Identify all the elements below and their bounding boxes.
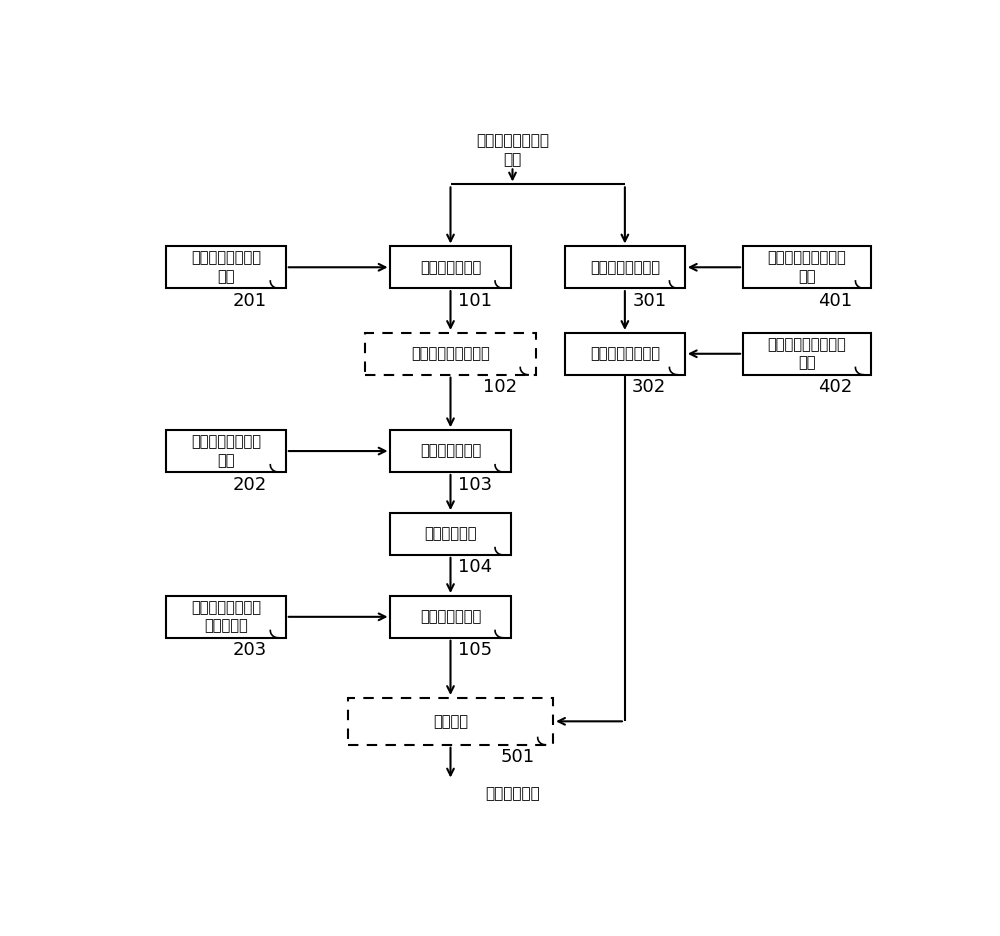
Text: 耐药基因注释数据库
模块: 耐药基因注释数据库 模块 bbox=[768, 337, 846, 371]
Text: 105: 105 bbox=[458, 641, 492, 659]
Text: 501: 501 bbox=[500, 749, 535, 767]
Bar bbox=[166, 596, 286, 637]
Bar bbox=[390, 431, 511, 472]
Text: 微生物注释模块: 微生物注释模块 bbox=[420, 444, 481, 459]
Text: 302: 302 bbox=[632, 378, 666, 396]
Text: 耐药基因比对模块: 耐药基因比对模块 bbox=[590, 260, 660, 275]
Text: 微生物比对模块: 微生物比对模块 bbox=[420, 260, 481, 275]
Text: 201: 201 bbox=[233, 292, 267, 310]
Text: 301: 301 bbox=[632, 292, 666, 310]
Bar bbox=[743, 333, 871, 374]
Text: 初步过滤模块: 初步过滤模块 bbox=[424, 526, 477, 541]
Bar bbox=[565, 333, 685, 374]
Text: 104: 104 bbox=[458, 559, 492, 577]
Text: 输入: 输入 bbox=[503, 152, 522, 167]
Bar bbox=[365, 333, 536, 374]
Bar bbox=[743, 246, 871, 288]
Text: 关联模块: 关联模块 bbox=[433, 714, 468, 729]
Bar bbox=[390, 513, 511, 555]
Bar bbox=[166, 431, 286, 472]
Text: 分析结果输出: 分析结果输出 bbox=[485, 786, 540, 801]
Text: 101: 101 bbox=[458, 292, 492, 310]
Text: 微生物比对数据库
模块: 微生物比对数据库 模块 bbox=[191, 251, 261, 284]
Text: 203: 203 bbox=[233, 641, 267, 659]
Text: 微生物注释数据库
模块: 微生物注释数据库 模块 bbox=[191, 434, 261, 468]
Text: 宏基因组测序数据: 宏基因组测序数据 bbox=[476, 134, 549, 149]
Bar bbox=[565, 246, 685, 288]
Text: 202: 202 bbox=[233, 475, 267, 493]
Text: 耐药基因过滤模块: 耐药基因过滤模块 bbox=[590, 346, 660, 361]
Text: 402: 402 bbox=[818, 378, 852, 396]
Text: 401: 401 bbox=[818, 292, 852, 310]
Bar bbox=[166, 246, 286, 288]
Text: 103: 103 bbox=[458, 475, 492, 493]
Text: 进一步过滤模块: 进一步过滤模块 bbox=[420, 609, 481, 624]
Bar bbox=[390, 246, 511, 288]
Bar bbox=[348, 698, 553, 745]
Text: 耐药基因比对数据库
模块: 耐药基因比对数据库 模块 bbox=[768, 251, 846, 284]
Bar bbox=[390, 596, 511, 637]
Text: 102: 102 bbox=[483, 378, 517, 396]
Text: 微生物比对校正模块: 微生物比对校正模块 bbox=[411, 346, 490, 361]
Text: 微生物代表基因组
数据库模块: 微生物代表基因组 数据库模块 bbox=[191, 600, 261, 634]
